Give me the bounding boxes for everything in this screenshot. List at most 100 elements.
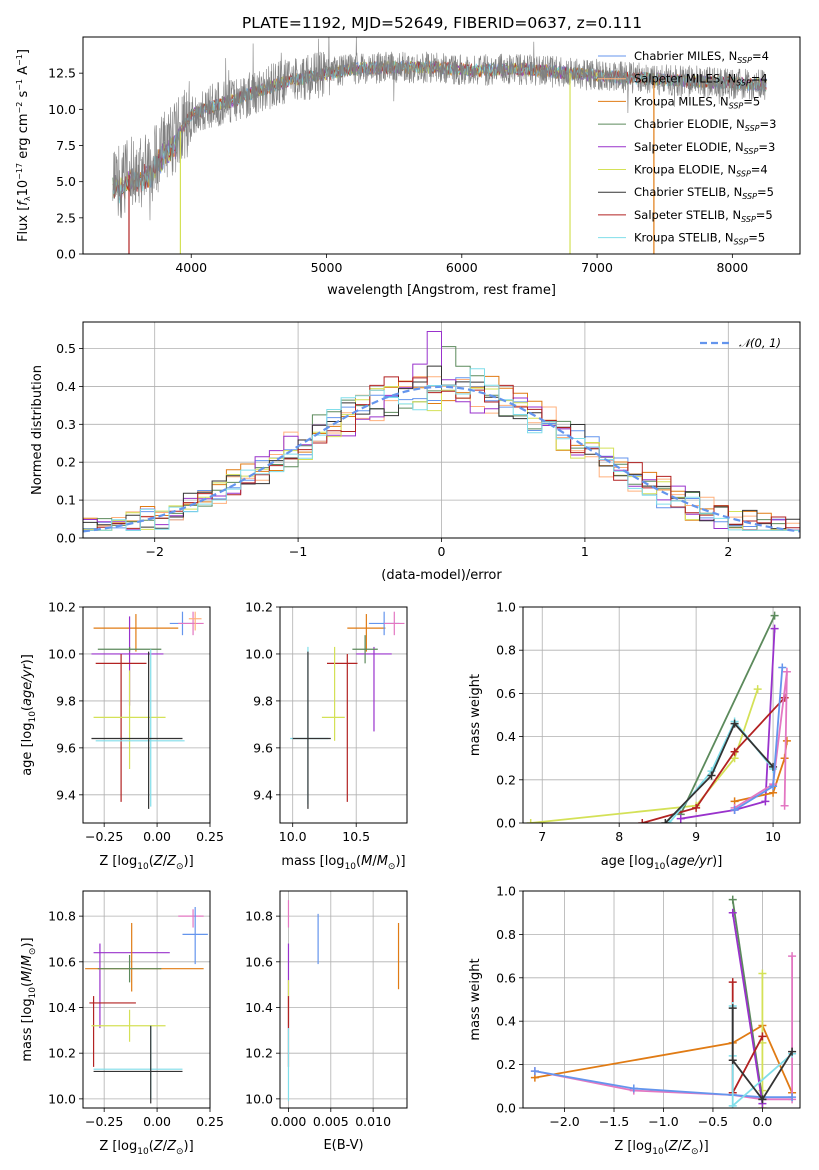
hist-ytick-label: 0.4 (56, 379, 76, 394)
hist-frame (82, 321, 801, 539)
age_z-errorbar (93, 670, 166, 769)
weight_age-marker (707, 771, 716, 780)
age_z-errorbar (93, 614, 179, 652)
age_mass-ytick-label: 10.2 (245, 600, 273, 615)
age_mass-ytick-label: 9.4 (253, 787, 273, 802)
hist-xtick-label: 1 (581, 544, 589, 559)
spectrum-ytick-label: 10.0 (48, 102, 76, 117)
age_z-errorbar (188, 611, 202, 631)
hist-xlabel: (data-model)/error (381, 568, 502, 583)
age_mass-errorbar (326, 653, 358, 802)
weight_age-marker (769, 782, 778, 791)
weight_z-xtick-label: −2.0 (549, 1114, 579, 1129)
age_z-ylabel: age [log10(age/yr)] (20, 654, 38, 776)
weight_age-series-line (642, 697, 786, 823)
hist-step-line (83, 386, 800, 531)
age_mass-ytick-label: 9.8 (253, 693, 273, 708)
weight_age-xlabel: age [log10(age/yr)] (601, 854, 723, 872)
weight_z-xtick-label: −0.5 (698, 1114, 728, 1129)
age_z-plot-area (91, 611, 204, 809)
legend-nssp: =5 (743, 94, 760, 108)
legend-entry: Kroupa ELODIE, NSSP=4 (634, 163, 768, 179)
mass_ebv-xlabel: E(B-V) (323, 1138, 363, 1153)
mass_z-ytick-label: 10.4 (48, 1000, 76, 1015)
spectrum-ylabel: Flux [fλ10−17 erg cm−2 s−1 A−1] (15, 49, 32, 242)
weight_age-marker (730, 806, 739, 815)
mass_z-ylabel: mass [log10(M/M⊙)] (20, 937, 38, 1061)
figure-title: PLATE=1192, MJD=52649, FIBERID=0637, z=0… (242, 14, 642, 32)
weight_z-ytick-label: 0.2 (496, 1057, 516, 1072)
age_z-ytick-label: 9.8 (56, 693, 76, 708)
hist-plot-area (83, 331, 800, 533)
mass_z-errorbar (89, 996, 136, 1067)
age_z-errorbar (95, 649, 185, 807)
legend-entry: Salpeter ELODIE, NSSP=3 (634, 140, 775, 156)
weight_z-marker (788, 1047, 797, 1056)
age_mass-frame (279, 606, 408, 824)
mass_z-xlabel: Z [log10(Z/Z⊙)] (99, 1139, 193, 1157)
weight_age-xtick-label: 8 (615, 829, 623, 844)
legend-nssp: =4 (752, 49, 769, 63)
legend-entry: Chabrier ELODIE, NSSP=3 (634, 117, 776, 133)
weight_age-series-line (679, 615, 776, 815)
weight_age-marker (730, 747, 739, 756)
legend-nssp: =5 (748, 231, 765, 245)
legend-label: Salpeter MILES (634, 72, 720, 86)
hist-ytick-label: 0.3 (56, 417, 76, 432)
weight_z-ytick-label: 1.0 (496, 884, 516, 899)
weight_age-series-line (680, 628, 776, 820)
weight_z-marker (530, 1067, 539, 1076)
weight_age-marker (692, 803, 701, 812)
weight_z-ytick-label: 0.4 (496, 1014, 516, 1029)
spectrum-xtick-label: 5000 (311, 260, 343, 275)
age_mass-errorbar (384, 611, 405, 636)
weight_age-ytick-label: 0.4 (496, 729, 516, 744)
legend-label: Kroupa STELIB (634, 231, 718, 245)
hist-step-line (83, 376, 800, 531)
age_z-xlabel: Z [log10(Z/Z⊙)] (99, 854, 193, 872)
weight_z-marker (728, 1056, 737, 1065)
weight_age-plot-area (526, 611, 791, 823)
age_mass-errorbar (356, 646, 392, 732)
weight_z-marker (788, 1093, 797, 1102)
weight_z-marker (788, 952, 797, 961)
weight_age-series-line (664, 721, 774, 823)
legend-entry: Chabrier MILES, NSSP=4 (634, 49, 769, 65)
hist-step-line (83, 368, 800, 531)
weight_z-ytick-label: 0.8 (496, 927, 516, 942)
weight_z-marker (728, 908, 737, 917)
spectrum-xtick-label: 4000 (175, 260, 207, 275)
weight_age-marker (661, 819, 670, 823)
legend-entry: Chabrier STELIB, NSSP=5 (634, 185, 774, 201)
legend-label: Chabrier MILES (634, 49, 721, 63)
weight_z-frame (522, 890, 801, 1109)
weight_age-marker (526, 819, 535, 823)
legend-nssp: =3 (760, 117, 777, 131)
weight_z-series-line (731, 912, 764, 1104)
hist-xtick-label: −1 (289, 544, 307, 559)
weight_age-xtick-label: 10 (765, 829, 781, 844)
weight_z-series-line (534, 1024, 793, 1094)
age_mass-errorbar (321, 646, 345, 741)
weight_z-marker (758, 1032, 767, 1041)
legend-label: Kroupa ELODIE (634, 163, 720, 177)
weight_z-xtick-label: 0.0 (752, 1114, 772, 1129)
age_z-ytick-label: 9.6 (56, 740, 76, 755)
weight_z-marker (728, 1004, 737, 1013)
spectrum-frame (82, 36, 801, 255)
age_z-errorbar (91, 651, 183, 809)
weight_age-series-line (530, 688, 759, 823)
age_z-xtick-label: 0.25 (196, 829, 224, 844)
weight_z-series-line (534, 956, 793, 1101)
weight_z-marker (728, 978, 737, 987)
spectrum-xlabel: wavelength [Angstrom, rest frame] (327, 283, 556, 298)
age_mass-xtick-label: 10.0 (279, 829, 307, 844)
legend-label: Salpeter ELODIE (634, 140, 728, 154)
weight_z-marker (728, 895, 737, 904)
legend-label: Chabrier STELIB (634, 185, 726, 199)
mass_z-xtick-label: 0.00 (143, 1114, 171, 1129)
mass_ebv-ytick-label: 10.0 (245, 1091, 273, 1106)
weight_age-marker (665, 819, 674, 823)
weight_age-ytick-label: 0.6 (496, 686, 516, 701)
